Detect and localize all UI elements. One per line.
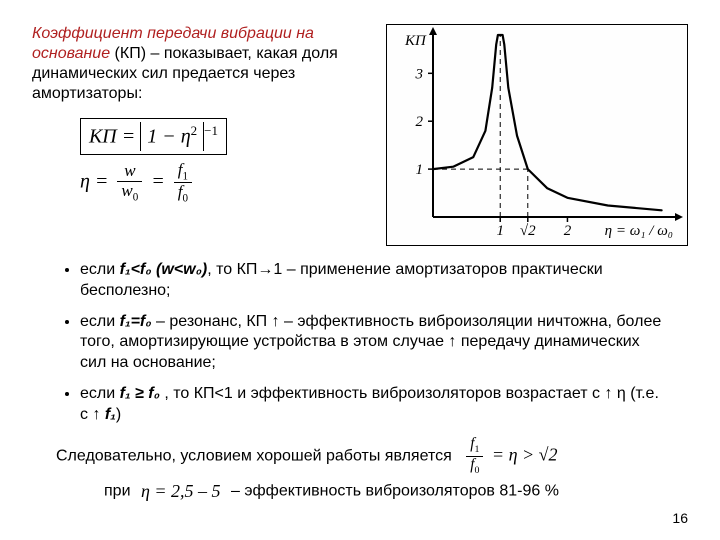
bullet-item: если f₁=f₀ – резонанс, КП ↑ – эффективно… <box>80 312 688 374</box>
formulas-block: КП = 1 − η2−1 η = ww0 = f1f0 <box>80 118 362 205</box>
intro-text: Коэффициент передачи вибрации на основан… <box>32 24 362 104</box>
svg-text:√2: √2 <box>520 223 536 239</box>
slide-page: Коэффициент передачи вибрации на основан… <box>0 0 720 540</box>
bullet-item: если f₁<f₀ (w<w₀), то КП→1 – применение … <box>80 260 688 302</box>
formula-2: η = ww0 = f1f0 <box>80 161 362 205</box>
page-number: 16 <box>672 510 688 526</box>
bullet-item: если f₁ ≥ f₀ , то КП<1 и эффективность в… <box>80 384 688 426</box>
conclusion-line2a: при <box>104 482 135 499</box>
conclusion-line2b: – эффективность виброизоляторов 81-96 % <box>231 482 559 499</box>
bullet-list: если f₁<f₀ (w<w₀), то КП→1 – применение … <box>32 260 688 426</box>
conclusion-math1: f1f0 = η > √2 <box>462 436 557 477</box>
svg-text:3: 3 <box>415 66 424 82</box>
svg-text:1: 1 <box>496 223 504 239</box>
intro-block: Коэффициент передачи вибрации на основан… <box>32 24 362 246</box>
svg-text:2: 2 <box>416 114 424 130</box>
svg-text:2: 2 <box>564 223 572 239</box>
conclusion-block: Следовательно, условием хорошей работы я… <box>56 436 688 506</box>
top-row: Коэффициент передачи вибрации на основан… <box>32 24 688 246</box>
resonance-chart: 3 2 1 1 √2 2 КП η = ω₁ / ω₀ <box>386 24 688 246</box>
svg-text:1: 1 <box>416 162 424 178</box>
svg-text:КП: КП <box>404 33 427 49</box>
svg-text:η = ω₁ / ω₀: η = ω₁ / ω₀ <box>605 223 673 239</box>
formula-1: КП = 1 − η2−1 <box>80 118 362 155</box>
conclusion-line1: Следовательно, условием хорошей работы я… <box>56 447 456 464</box>
conclusion-math2: η = 2,5 – 5 <box>141 477 221 506</box>
